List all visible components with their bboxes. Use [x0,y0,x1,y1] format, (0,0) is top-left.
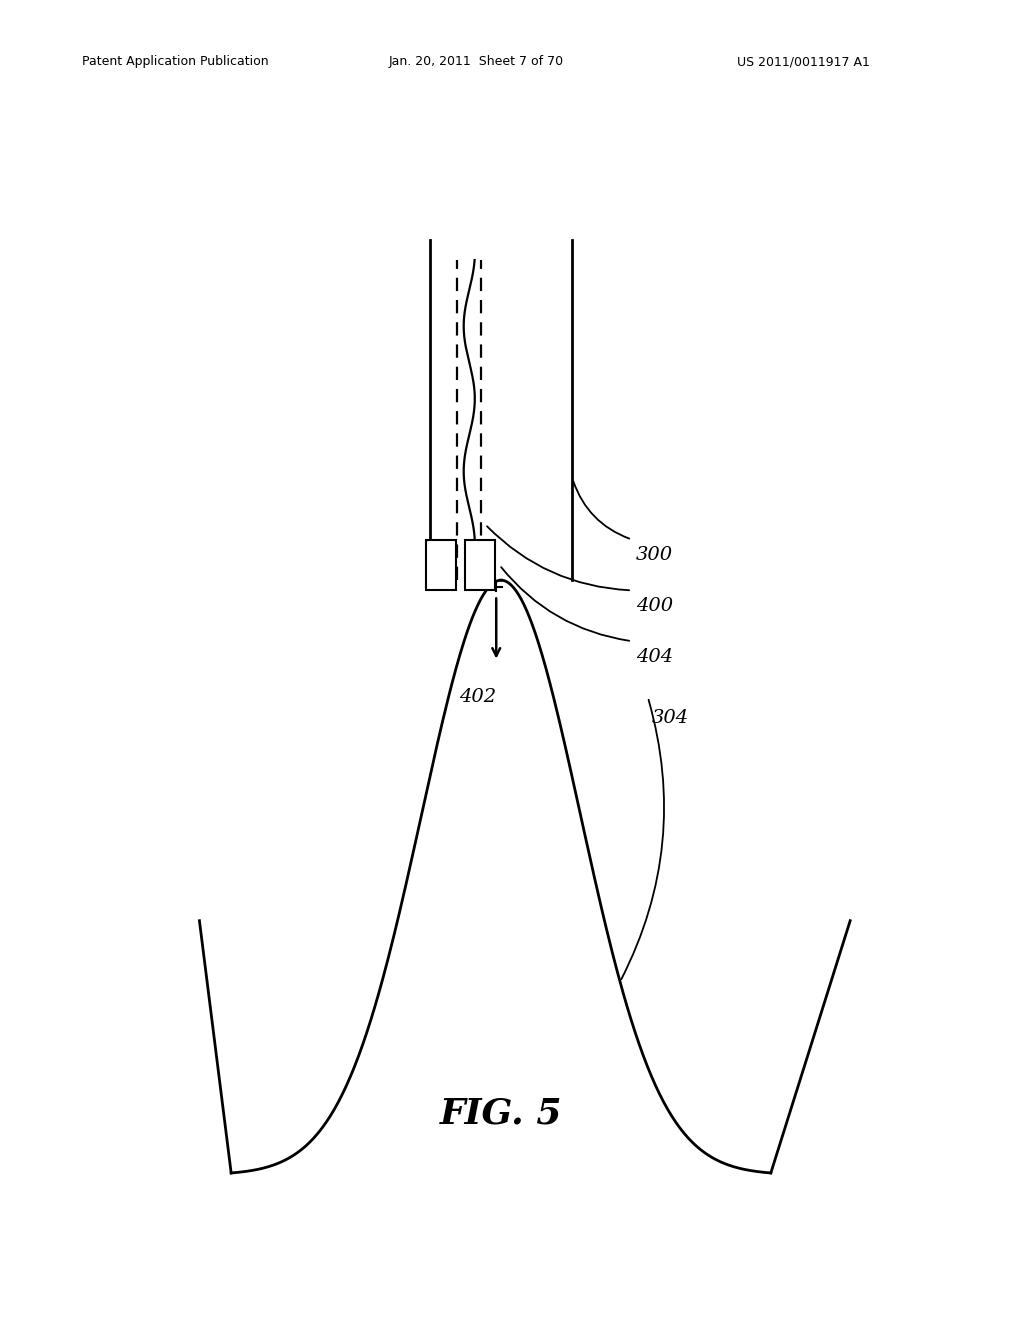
Text: Jan. 20, 2011  Sheet 7 of 70: Jan. 20, 2011 Sheet 7 of 70 [389,55,564,69]
Text: 304: 304 [652,709,689,726]
Text: 402: 402 [459,688,496,706]
Text: FIG. 5: FIG. 5 [439,1097,562,1131]
Text: 300: 300 [636,546,673,564]
Text: 400: 400 [636,597,673,615]
Bar [465,540,496,590]
Text: 404: 404 [636,648,673,665]
Text: US 2011/0011917 A1: US 2011/0011917 A1 [737,55,870,69]
Text: Patent Application Publication: Patent Application Publication [82,55,268,69]
Bar [426,540,456,590]
